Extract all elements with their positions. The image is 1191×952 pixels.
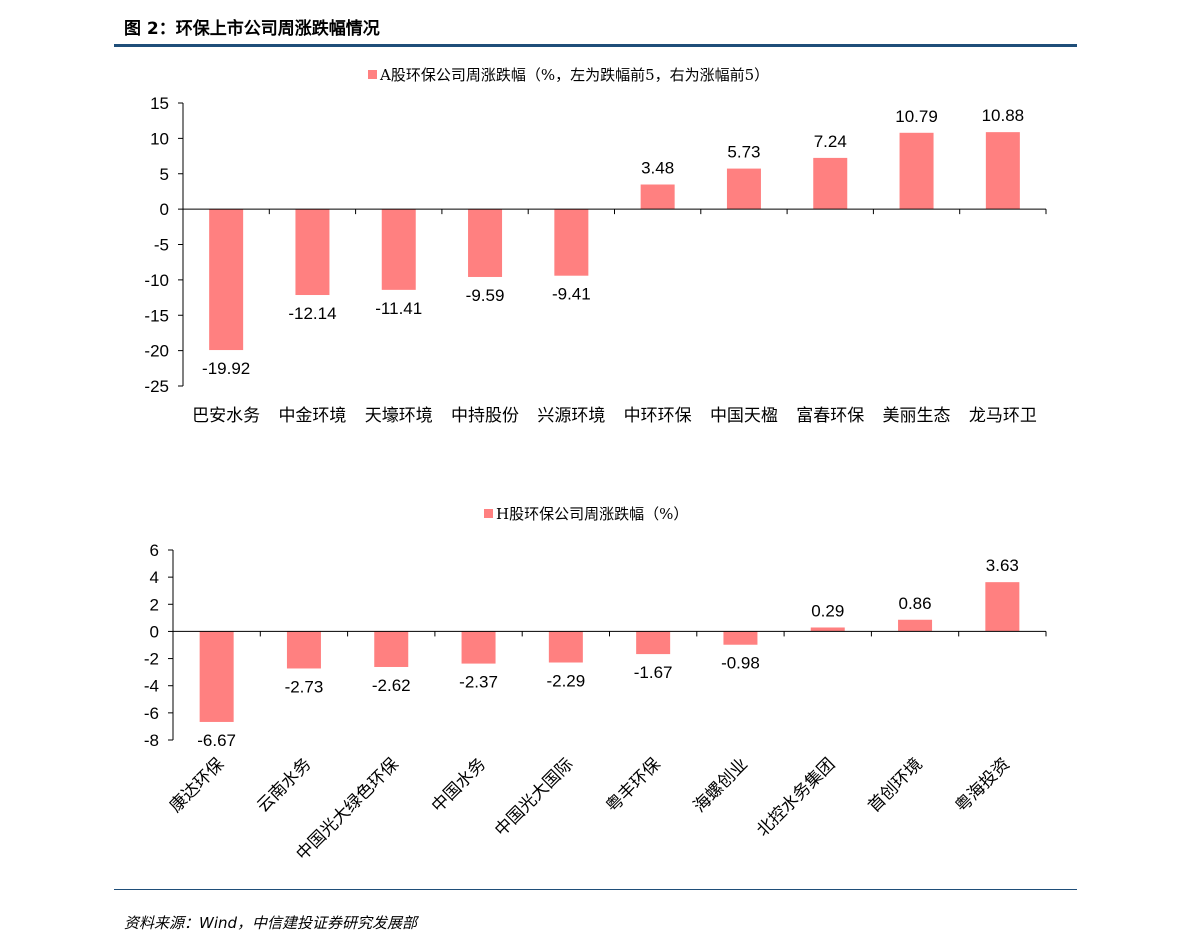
a-share-bar: [985, 132, 1020, 210]
a-share-y-tick-label: 10: [150, 129, 169, 148]
h-share-data-label: -2.37: [459, 673, 498, 692]
h-share-data-label: -2.62: [372, 676, 411, 695]
a-share-y-tick-label: 5: [160, 165, 169, 184]
a-share-bar: [381, 209, 416, 290]
figure-title: 图 2：环保上市公司周涨跌幅情况: [124, 19, 380, 39]
a-share-legend: A股环保公司周涨跌幅（%，左为跌幅前5，右为涨幅前5）: [368, 66, 769, 84]
h-share-data-label: -2.73: [285, 677, 324, 696]
h-share-category-label: 首创环境: [864, 754, 926, 816]
h-share-y-tick-label: 2: [150, 595, 159, 614]
h-share-data-label: 3.63: [986, 556, 1019, 575]
a-share-category-label: 中持股份: [451, 406, 519, 426]
a-share-bar: [899, 132, 934, 210]
h-share-category-label: 中国光大国际: [491, 754, 577, 840]
h-share-category-label: 北控水务集团: [753, 754, 839, 840]
a-share-y-tick-label: 0: [160, 200, 169, 219]
h-share-data-label: 0.29: [811, 601, 844, 620]
a-share-bar: [726, 168, 761, 210]
a-share-data-label: 7.24: [814, 132, 847, 151]
a-share-bar: [209, 209, 244, 351]
h-share-legend-swatch: [484, 509, 493, 518]
h-share-y-tick-label: -4: [144, 677, 159, 696]
top-rule: [114, 44, 1077, 47]
a-share-legend-swatch: [368, 70, 377, 79]
a-share-category-label: 龙马环卫: [969, 406, 1037, 426]
h-share-y-tick-label: -2: [144, 650, 159, 669]
h-share-y-tick-label: 0: [150, 622, 159, 641]
a-share-data-label: 10.88: [982, 106, 1025, 125]
h-share-y-tick-label: -6: [144, 704, 159, 723]
a-share-category-label: 巴安水务: [192, 406, 260, 426]
h-share-chart: H股环保公司周涨跌幅（%） 6 4 2 0 -2 -4 -6 -8 -6.67 -2.73 -2.62…: [144, 505, 1047, 865]
a-share-y-tick-label: -25: [144, 377, 169, 396]
a-share-data-label: -9.41: [552, 285, 591, 304]
h-share-category-label: 中国水务: [428, 754, 490, 816]
h-share-bar: [636, 631, 671, 655]
h-share-bar: [548, 631, 583, 663]
a-share-category-label: 中国天楹: [710, 406, 778, 426]
a-share-category-label: 天壕环境: [365, 406, 433, 426]
h-share-category-label: 粤海投资: [952, 754, 1014, 816]
a-share-bar: [295, 209, 330, 296]
a-share-data-label: -11.41: [375, 299, 422, 318]
h-share-legend-label: H股环保公司周涨跌幅（%）: [496, 505, 688, 523]
h-share-y-tick-label: -8: [144, 731, 159, 750]
bottom-rule: [114, 889, 1077, 890]
a-share-category-label: 兴源环境: [537, 406, 605, 426]
a-share-y-tick-label: 15: [150, 94, 169, 113]
a-share-bar: [813, 157, 848, 210]
h-share-legend: H股环保公司周涨跌幅（%）: [484, 505, 688, 523]
h-share-y-tick-label: 6: [150, 541, 159, 560]
a-share-bar: [640, 184, 675, 210]
a-share-category-label: 中环环保: [624, 406, 692, 426]
a-share-data-label: 5.73: [727, 143, 760, 162]
h-share-bar: [898, 619, 933, 632]
h-share-data-label: 0.86: [899, 594, 932, 613]
a-share-y-tick-label: -15: [144, 306, 169, 325]
a-share-chart: A股环保公司周涨跌幅（%，左为跌幅前5，右为涨幅前5） 15 10 5 0 -5 -10 -1…: [144, 66, 1047, 426]
h-share-bar: [461, 631, 496, 664]
source-note: 资料来源：Wind，中信建投证券研究发展部: [124, 914, 418, 932]
a-share-y-tick-label: -20: [144, 342, 169, 361]
h-share-category-label: 粤丰环保: [602, 754, 664, 816]
h-share-data-label: -6.67: [197, 731, 236, 750]
a-share-data-label: 3.48: [641, 159, 674, 178]
h-share-bar: [374, 631, 409, 667]
a-share-category-label: 美丽生态: [883, 406, 951, 426]
h-share-data-label: -0.98: [721, 654, 760, 673]
h-share-y-tick-label: 4: [150, 568, 159, 587]
a-share-bar: [554, 209, 589, 276]
h-share-bar: [810, 627, 845, 632]
a-share-legend-label: A股环保公司周涨跌幅（%，左为跌幅前5，右为涨幅前5）: [379, 66, 769, 84]
h-share-bar: [286, 631, 321, 669]
h-share-data-label: -2.29: [546, 672, 585, 691]
h-share-data-label: -1.67: [634, 663, 673, 682]
a-share-y-tick-label: -10: [144, 271, 169, 290]
h-share-bar: [199, 631, 234, 722]
h-share-category-label: 康达环保: [166, 754, 228, 816]
a-share-category-label: 富春环保: [796, 406, 864, 426]
a-share-data-label: -12.14: [288, 304, 336, 323]
h-share-category-label: 海螺创业: [690, 754, 752, 816]
a-share-bar: [468, 209, 503, 277]
a-share-category-label: 中金环境: [278, 406, 346, 426]
h-share-bar: [723, 631, 758, 645]
a-share-data-label: -9.59: [466, 286, 505, 305]
h-share-category-label: 云南水务: [253, 754, 315, 816]
a-share-y-tick-label: -5: [154, 236, 169, 255]
a-share-data-label: -19.92: [202, 359, 250, 378]
a-share-data-label: 10.79: [895, 107, 938, 126]
h-share-bar: [985, 582, 1020, 632]
